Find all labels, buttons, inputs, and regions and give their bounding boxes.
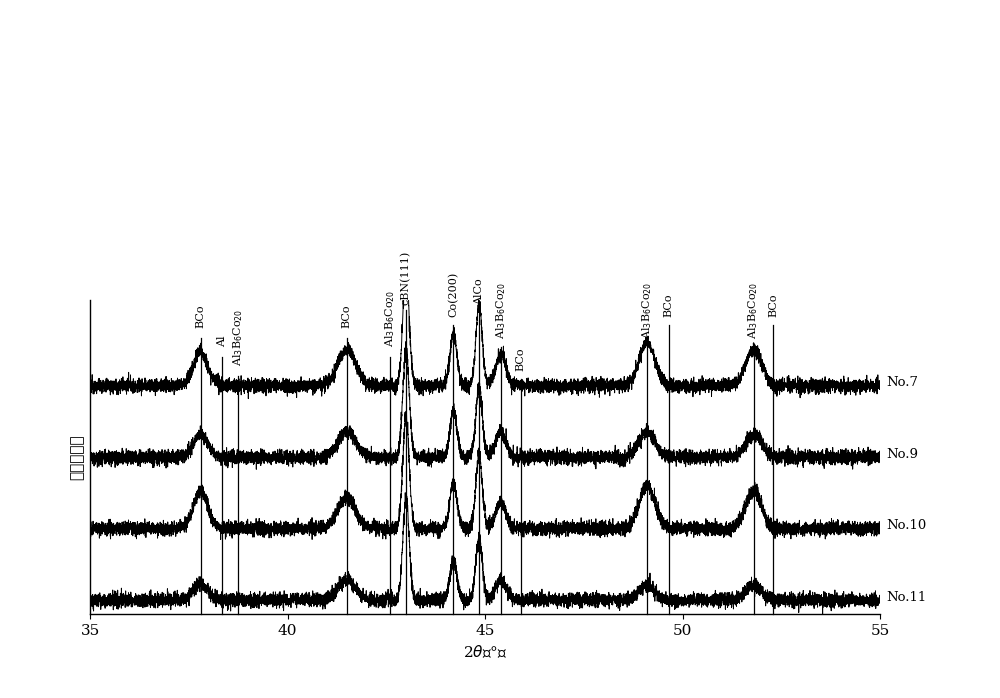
Text: No.11: No.11 — [886, 591, 926, 604]
Text: cBN(111): cBN(111) — [401, 251, 411, 305]
Text: BCo: BCo — [664, 294, 674, 318]
Text: No.7: No.7 — [886, 376, 918, 389]
Text: Al$_3$B$_6$Co$_{20}$: Al$_3$B$_6$Co$_{20}$ — [231, 309, 245, 366]
Text: No.10: No.10 — [886, 519, 926, 532]
Text: AlCo: AlCo — [474, 279, 484, 305]
Text: Al$_3$B$_6$Co$_{20}$: Al$_3$B$_6$Co$_{20}$ — [383, 290, 397, 348]
Text: Al$_3$B$_6$Co$_{20}$: Al$_3$B$_6$Co$_{20}$ — [640, 282, 654, 339]
Text: Al$_3$B$_6$Co$_{20}$: Al$_3$B$_6$Co$_{20}$ — [494, 282, 508, 339]
Text: No.9: No.9 — [886, 448, 918, 461]
Text: BCo: BCo — [768, 294, 778, 318]
Text: BCo: BCo — [196, 305, 206, 329]
Text: Co(200): Co(200) — [448, 272, 459, 318]
Text: Al$_3$B$_6$Co$_{20}$: Al$_3$B$_6$Co$_{20}$ — [747, 282, 760, 339]
Text: BCo: BCo — [516, 348, 526, 371]
Text: BCo: BCo — [342, 305, 352, 329]
Text: Al: Al — [217, 336, 227, 348]
X-axis label: 2$\theta$（°）: 2$\theta$（°） — [463, 644, 507, 660]
Y-axis label: ピーク強度: ピーク強度 — [70, 434, 84, 480]
